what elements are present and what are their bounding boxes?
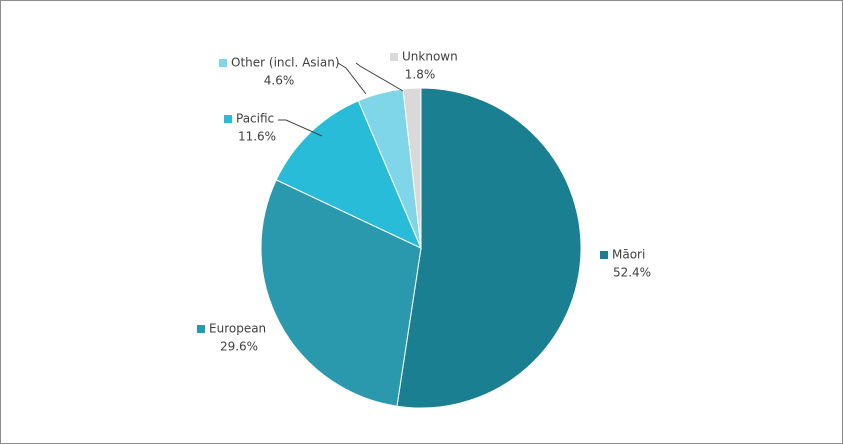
pie-slice [260,179,422,407]
slice-label: Māori [612,248,645,262]
slice-value: 1.8% [405,68,436,82]
slice-value: 29.6% [220,340,258,354]
pie-slice [402,87,422,249]
pie-slice [396,87,582,409]
legend-swatch [224,115,232,123]
slice-label: Unknown [402,50,458,64]
slice-value: 11.6% [238,130,276,144]
legend-swatch [390,53,398,61]
slice-label: Pacific [236,112,274,126]
slice-label: Other (incl. Asian) [231,56,340,70]
slice-label: European [209,322,266,336]
slice-value: 52.4% [613,266,651,280]
legend-swatch [197,325,205,333]
pie-slice [275,100,422,250]
leader-line [355,62,404,92]
legend-swatch [219,59,227,67]
leader-line [278,119,323,137]
slice-value: 4.6% [264,74,295,88]
legend-swatch [600,251,608,259]
leader-line [337,62,367,95]
